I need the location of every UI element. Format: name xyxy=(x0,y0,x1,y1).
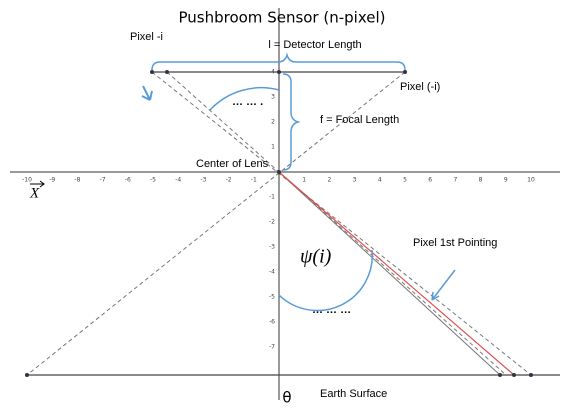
y-tick: -5 xyxy=(269,294,275,301)
y-tick: -3 xyxy=(269,244,275,251)
y-tick: -4 xyxy=(269,269,275,276)
x-tick: -10 xyxy=(22,177,32,184)
x-tick: 2 xyxy=(327,177,331,184)
x-tick: -2 xyxy=(226,177,232,184)
x-axis-label: X xyxy=(29,185,40,201)
x-tick: 5 xyxy=(403,177,407,184)
pixel-right-label: Pixel (-i) xyxy=(400,81,440,93)
x-tick: 1 xyxy=(302,177,306,184)
x-tick: -8 xyxy=(74,177,80,184)
x-tick: 10 xyxy=(527,177,535,184)
rays xyxy=(26,71,532,376)
braces xyxy=(151,52,406,312)
y-tick: 1 xyxy=(271,144,275,151)
dots-bottom: … … … xyxy=(312,304,351,316)
y-tick: 3 xyxy=(271,94,275,101)
x-tick: 4 xyxy=(378,177,382,184)
tick-labels: -10 -9 -8 -7 -6 -5 -4 -3 -2 -1 1 2 3 4 5 6 7 8 9 10 4 3 2 1 -1 -2… xyxy=(22,69,535,351)
title: Pushbroom Sensor (n-pixel) xyxy=(178,9,385,27)
y-tick: -6 xyxy=(269,319,275,326)
y-tick: 4 xyxy=(271,69,275,76)
axes xyxy=(10,8,560,400)
x-tick: -6 xyxy=(125,177,131,184)
theta-label: θ xyxy=(282,389,291,407)
y-tick: -1 xyxy=(269,194,275,201)
x-tick: -4 xyxy=(175,177,181,184)
pointing-ray xyxy=(278,171,515,376)
x-tick: -9 xyxy=(49,177,55,184)
y-tick: 2 xyxy=(271,119,275,126)
x-tick: -1 xyxy=(251,177,257,184)
x-tick: 9 xyxy=(504,177,508,184)
points xyxy=(25,70,533,377)
x-tick: -5 xyxy=(150,177,156,184)
ray-solid xyxy=(278,171,501,376)
x-tick: -7 xyxy=(100,177,106,184)
earth-label: Earth Surface xyxy=(320,388,387,400)
center-label: Center of Lens xyxy=(196,158,269,170)
pixel-arrow xyxy=(141,85,153,101)
x-tick: 3 xyxy=(353,177,357,184)
psi-label: ψ(i) xyxy=(300,246,332,268)
x-tick: 6 xyxy=(428,177,432,184)
y-tick: -2 xyxy=(269,219,275,226)
y-tick: -7 xyxy=(269,344,275,351)
pointing-label: Pixel 1st Pointing xyxy=(413,237,497,249)
x-tick: -3 xyxy=(200,177,206,184)
pixel-left-label: Pixel -i xyxy=(130,31,163,43)
x-tick: 8 xyxy=(479,177,483,184)
pointing-arrow xyxy=(431,269,456,301)
dots-top: … … . xyxy=(232,96,263,108)
detector-label: l = Detector Length xyxy=(268,39,361,51)
x-tick: 7 xyxy=(453,177,457,184)
focal-label: f = Focal Length xyxy=(320,114,399,126)
vector-arrow xyxy=(30,180,45,188)
